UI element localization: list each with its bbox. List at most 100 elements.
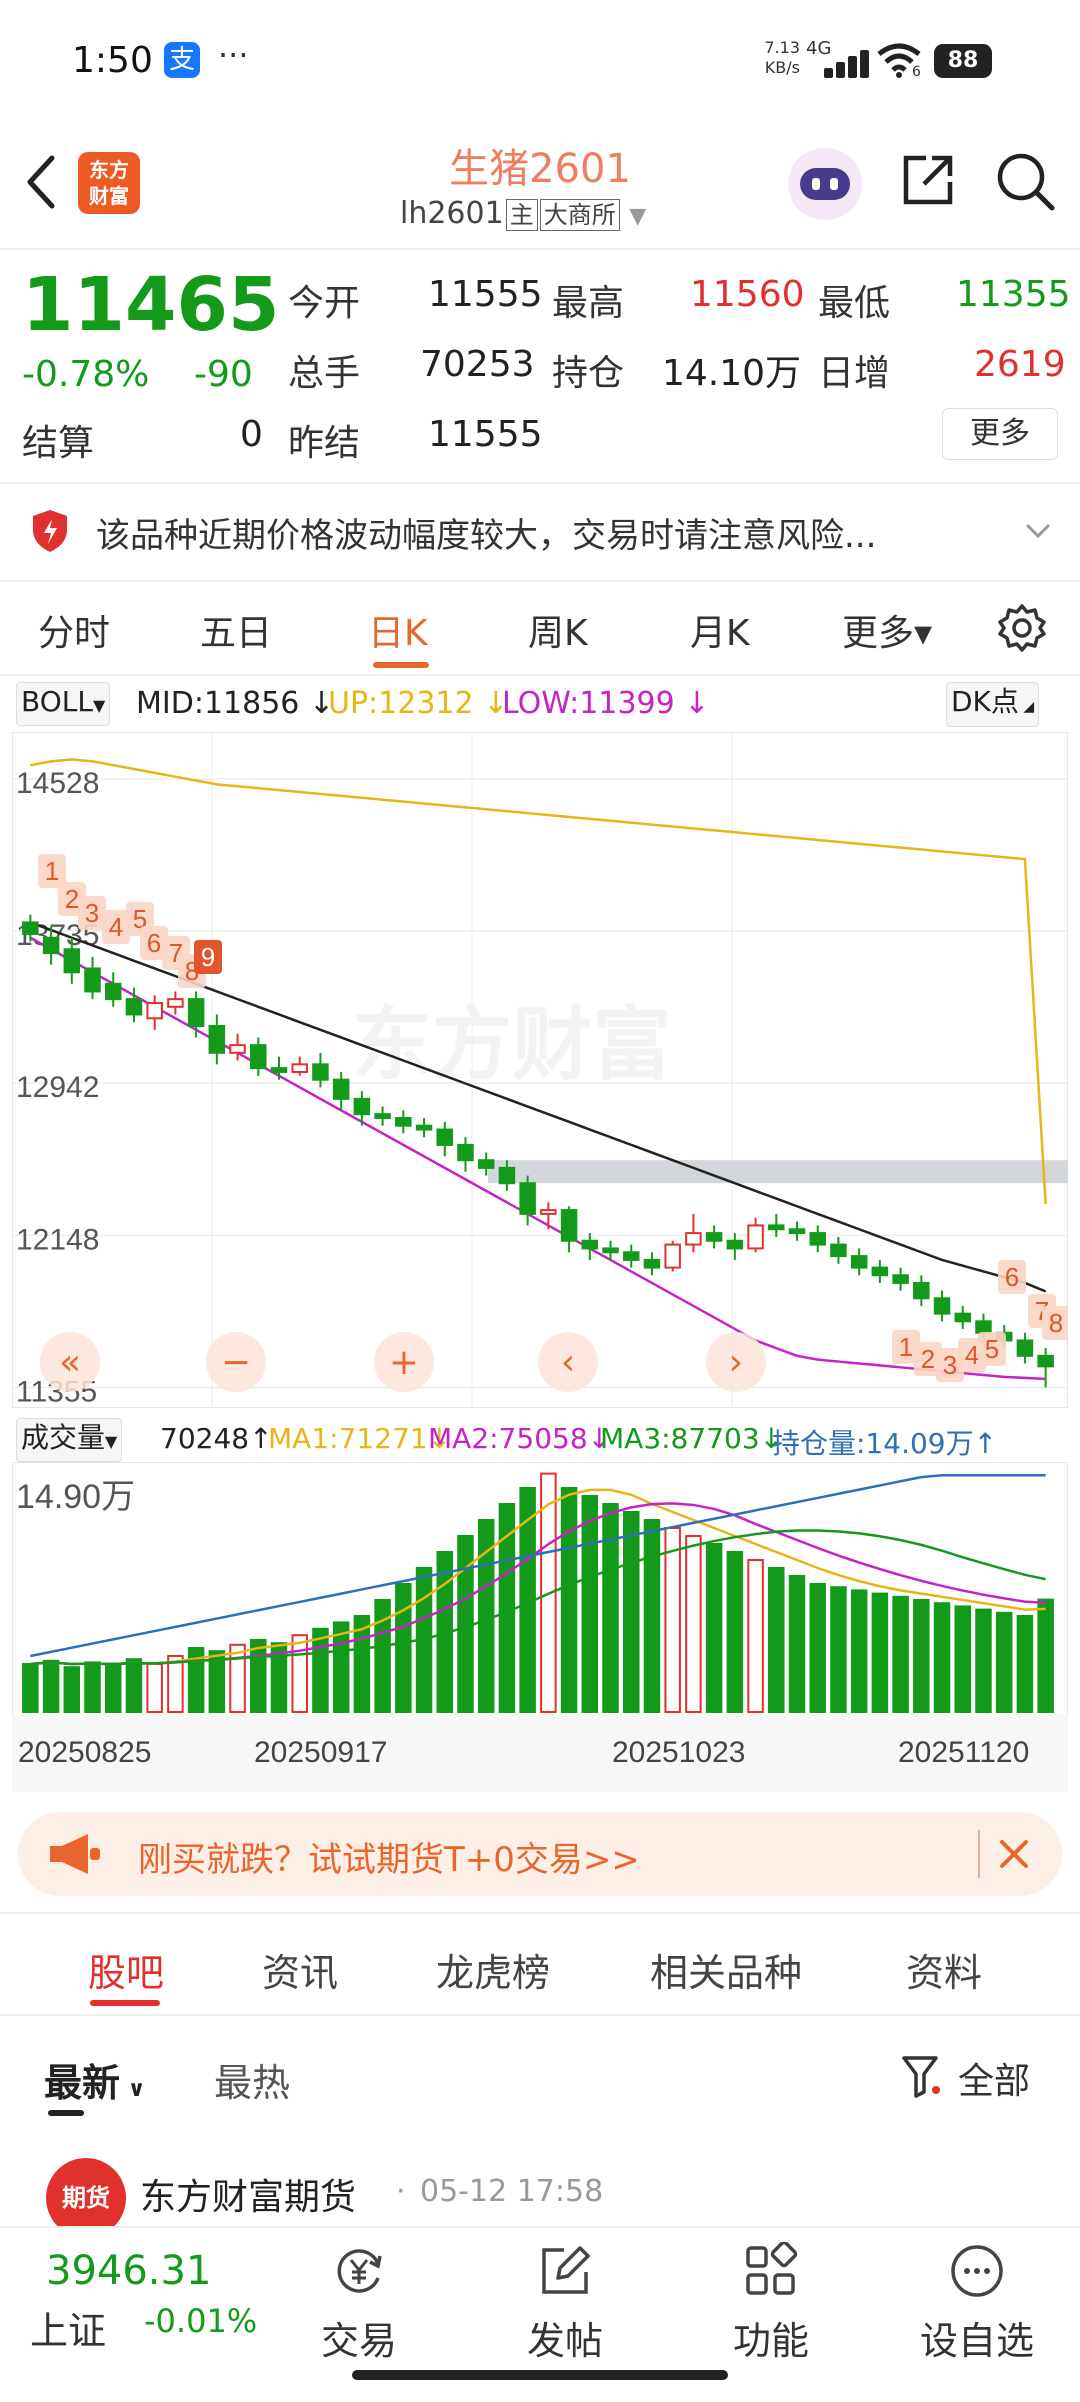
volume-bar	[975, 1608, 992, 1714]
kline-chart[interactable]: 14528 13735 12942 12148 11355 东方财富 «− + ‹ › 1 2 3 4 5 6…	[11, 731, 1070, 1409]
volume-bar	[809, 1583, 826, 1713]
nav-watchlist[interactable]: 设自选	[902, 2242, 1052, 2365]
volume-bar	[954, 1605, 972, 1713]
volume-svg: 14.90万 20250825 20250917 20251023 20251120	[11, 1461, 1069, 1793]
post-item[interactable]: 期货 东方财富期货 · 05-12 17:58	[0, 2146, 1080, 2238]
volume-bar	[892, 1595, 909, 1713]
share-icon[interactable]	[898, 150, 958, 210]
chart-control-button[interactable]: ›	[706, 1332, 766, 1392]
tab-daily-k[interactable]: 日K	[368, 613, 428, 654]
high-label: 最高	[552, 283, 625, 324]
high-value: 11560	[690, 274, 805, 315]
volume-bar	[747, 1559, 764, 1713]
volume-bar	[187, 1647, 205, 1713]
candle	[457, 1143, 474, 1162]
tab-profile[interactable]: 资料	[906, 1951, 983, 1995]
volume-bar	[208, 1650, 226, 1713]
gear-icon[interactable]	[996, 602, 1048, 654]
sub-indicator-select[interactable]: 成交量▼	[16, 1418, 123, 1462]
chart-control-button[interactable]: −	[206, 1332, 266, 1392]
control-bg	[206, 1332, 266, 1392]
nav-watchlist-label: 设自选	[919, 2319, 1034, 2363]
tab-five-day[interactable]: 五日	[200, 613, 273, 654]
tab-dragon-tiger[interactable]: 龙虎榜	[436, 1951, 551, 1995]
divider	[0, 674, 1080, 676]
filter-icon[interactable]	[900, 2052, 944, 2102]
promo-banner[interactable]: 刚买就跌？试试期货T+0交易>>	[18, 1812, 1062, 1896]
indicator-select[interactable]: BOLL▼	[16, 682, 111, 726]
dk-points-button[interactable]: DK点 ◢	[946, 682, 1040, 727]
sort-hot[interactable]: 最热	[214, 2061, 291, 2105]
control-bg	[538, 1332, 598, 1392]
contract-code[interactable]: lh2601 主大商所 ▼	[400, 196, 647, 231]
dk-marker-bg	[892, 1330, 920, 1364]
risk-notice[interactable]: 该品种近期价格波动幅度较大，交易时请注意风险...	[0, 482, 1080, 582]
tab-monthly-k[interactable]: 月K	[690, 613, 750, 654]
volume-bar	[788, 1575, 806, 1713]
volume-ma2: MA2:75058↓	[428, 1422, 612, 1455]
volume-ma3-line	[30, 1529, 1046, 1666]
candle	[187, 998, 205, 1027]
dk-marker: 6	[1005, 1262, 1019, 1292]
volume-current: 70248↑	[160, 1422, 273, 1455]
open-interest-series: 持仓量:14.09万↑	[772, 1427, 998, 1460]
volume-bar	[664, 1527, 681, 1713]
candle	[933, 1297, 951, 1315]
control-bg	[40, 1332, 100, 1392]
sort-latest[interactable]: 最新 ∨	[44, 2061, 146, 2105]
candle	[1037, 1354, 1054, 1368]
x-tick-label: 20250917	[254, 1736, 387, 1769]
nav-post[interactable]: 发帖	[490, 2242, 640, 2365]
megaphone-icon	[50, 1834, 100, 1874]
active-tab-indicator	[373, 662, 429, 668]
tab-intraday[interactable]: 分时	[38, 613, 111, 654]
search-icon[interactable]	[994, 150, 1056, 212]
change-value: -90	[194, 354, 253, 395]
candle	[830, 1243, 847, 1258]
chart-control-button[interactable]: «	[40, 1332, 100, 1392]
back-icon[interactable]	[22, 152, 62, 212]
volume-bar	[250, 1639, 267, 1713]
control-glyph: ‹	[561, 1342, 575, 1383]
dk-marker: 9	[201, 942, 215, 972]
date-axis-bg	[12, 1714, 1068, 1792]
volume-chart[interactable]: 14.90万 20250825 20250917 20251023 20251120	[11, 1461, 1069, 1793]
avatar[interactable]: 期货	[46, 2158, 126, 2238]
more-button[interactable]: 更多	[942, 408, 1058, 460]
settle-value: 0	[240, 414, 263, 455]
candle	[705, 1232, 723, 1242]
chart-control-button[interactable]: +	[374, 1332, 434, 1392]
tab-weekly-k[interactable]: 周K	[528, 613, 588, 654]
dk-marker-bg	[1042, 1306, 1070, 1340]
close-icon[interactable]	[994, 1834, 1034, 1874]
nav-trade[interactable]: 交易	[284, 2242, 434, 2365]
tab-news[interactable]: 资讯	[262, 1951, 339, 1995]
candle	[871, 1266, 889, 1277]
tab-more[interactable]: 更多▾	[842, 613, 933, 654]
index-change: -0.01%	[144, 2302, 258, 2340]
candle	[312, 1063, 329, 1081]
status-bar: 1:50 支 ··· 7.13 KB/s 4G 6 88	[0, 0, 1080, 120]
boll-mid: MID:11856 ↓	[136, 686, 335, 721]
grid-icon	[746, 2240, 798, 2295]
index-name[interactable]: 上证	[30, 2309, 107, 2353]
chart-control-button[interactable]: ‹	[538, 1332, 598, 1392]
wifi-icon	[877, 43, 921, 78]
candle	[540, 1209, 557, 1215]
index-value[interactable]: 3946.31	[46, 2248, 212, 2294]
main-contract-tag: 主	[505, 199, 538, 231]
tab-forum[interactable]: 股吧	[88, 1951, 165, 1995]
volume-ma1: MA1:71271↓	[268, 1422, 452, 1455]
ai-assistant-icon[interactable]	[788, 148, 862, 220]
alipay-icon: 支	[164, 42, 200, 78]
candle	[395, 1117, 412, 1127]
candle	[892, 1274, 909, 1284]
tab-related[interactable]: 相关品种	[650, 1951, 803, 1995]
filter-all[interactable]: 全部	[958, 2061, 1031, 2102]
boll-low: LOW:11399 ↓	[502, 686, 710, 721]
candle	[436, 1128, 454, 1146]
dk-marker: 4	[965, 1340, 979, 1370]
volume-bar	[457, 1535, 474, 1713]
post-author[interactable]: 东方财富期货	[140, 2177, 357, 2218]
nav-function[interactable]: 功能	[696, 2240, 846, 2365]
